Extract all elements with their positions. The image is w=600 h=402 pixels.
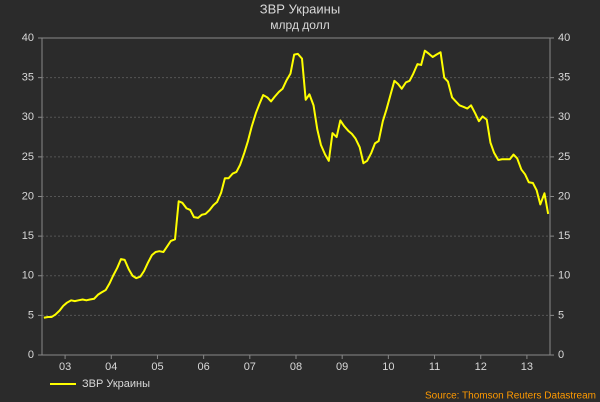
y2-tick-label: 0: [558, 349, 564, 361]
x-tick-label: 12: [475, 361, 487, 373]
chart-title: ЗВР Украины: [260, 1, 340, 16]
y-tick-label: 5: [28, 309, 34, 321]
y-tick-label: 20: [22, 190, 34, 202]
y-tick-label: 15: [22, 230, 34, 242]
chart-subtitle: млрд долл: [270, 18, 329, 32]
x-tick-label: 08: [290, 361, 302, 373]
x-tick-label: 11: [429, 361, 440, 373]
x-tick-label: 05: [151, 361, 163, 373]
x-tick-label: 09: [336, 361, 348, 373]
y2-tick-label: 30: [558, 111, 570, 123]
x-tick-label: 04: [105, 361, 117, 373]
y2-tick-label: 25: [558, 151, 570, 163]
y-tick-label: 25: [22, 151, 34, 163]
source: Source: Thomson Reuters Datastream: [425, 391, 596, 402]
x-tick-label: 13: [521, 361, 533, 373]
x-tick-label: 03: [59, 361, 71, 373]
y-tick-label: 35: [22, 72, 34, 84]
x-tick-label: 07: [244, 361, 256, 373]
y2-tick-label: 15: [558, 230, 570, 242]
x-tick-label: 06: [198, 361, 210, 373]
series-line: [43, 49, 550, 319]
y2-tick-label: 5: [558, 309, 564, 321]
y-tick-label: 0: [28, 349, 34, 361]
x-tick-label: 10: [382, 361, 394, 373]
legend-label: ЗВР Украины: [82, 378, 150, 390]
y-tick-label: 10: [22, 270, 34, 282]
y2-tick-label: 20: [558, 190, 570, 202]
y-tick-label: 40: [22, 32, 34, 44]
y2-tick-label: 40: [558, 32, 570, 44]
y-tick-label: 30: [22, 111, 34, 123]
y2-tick-label: 35: [558, 72, 570, 84]
y2-tick-label: 10: [558, 270, 570, 282]
